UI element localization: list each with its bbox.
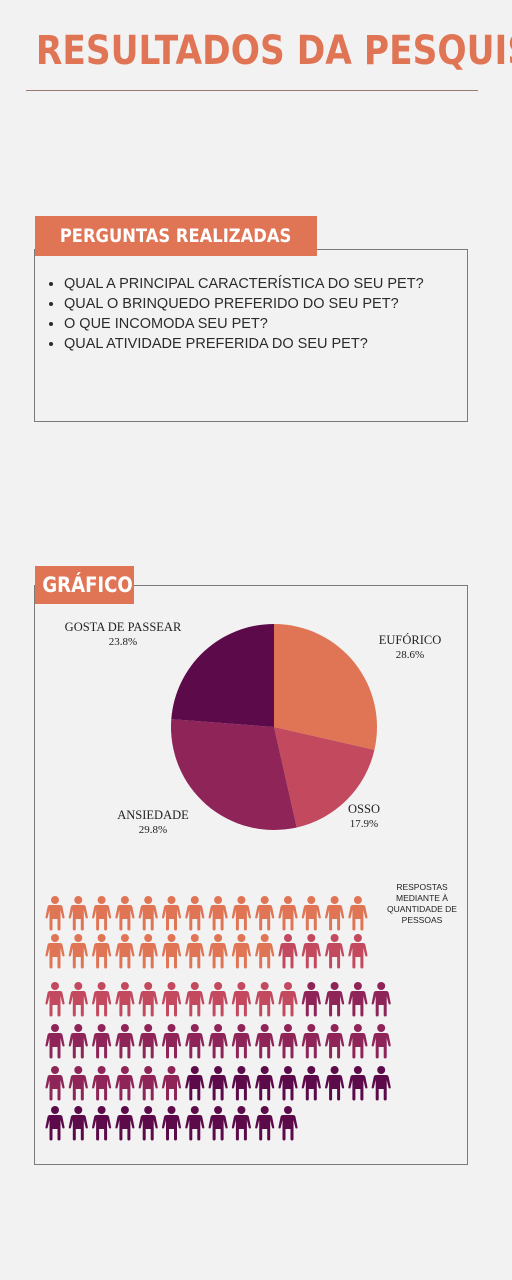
pie-slice-osso [274, 727, 375, 828]
pie-slice-ansiedade [170, 719, 297, 830]
pie-label-name: OSSO [348, 802, 380, 816]
pie-label-name: GOSTA DE PASSEAR [64, 620, 182, 634]
pie-label-ansiedade: ANSIEDADE 29.8% [98, 808, 208, 838]
pie-label-value: 28.6% [395, 649, 425, 661]
pie-label-value: 17.9% [349, 818, 379, 830]
pie-label-name: EUFÓRICO [378, 633, 442, 647]
graph-header-label: GRÁFICO [42, 573, 133, 597]
pie-label-euforico: EUFÓRICO 28.6% [355, 633, 465, 663]
question-item: QUAL A PRINCIPAL CARACTERÍSTICA DO SEU P… [64, 274, 424, 294]
pictogram-note: RESPOSTAS MEDIANTE À QUANTIDADE DE PESSO… [387, 882, 457, 925]
graph-header: GRÁFICO [35, 566, 134, 604]
pie-label-value: 29.8% [138, 824, 168, 836]
pie-label-value: 23.8% [108, 636, 138, 648]
questions-header-label: PERGUNTAS REALIZADAS [60, 225, 292, 247]
title-divider [26, 90, 478, 91]
pie-slice-gosta-de-passear [171, 624, 274, 727]
question-item: QUAL O BRINQUEDO PREFERIDO DO SEU PET? [64, 294, 424, 314]
page-title: RESULTADOS DA PESQUISA [35, 28, 512, 74]
pie-label-osso: OSSO 17.9% [326, 802, 402, 832]
questions-list: QUAL A PRINCIPAL CARACTERÍSTICA DO SEU P… [48, 274, 424, 354]
question-item: O QUE INCOMODA SEU PET? [64, 314, 424, 334]
graph-panel [34, 585, 468, 1165]
pie-label-gosta-de-passear: GOSTA DE PASSEAR 23.8% [52, 620, 194, 650]
pie-label-name: ANSIEDADE [117, 808, 189, 822]
question-item: QUAL ATIVIDADE PREFERIDA DO SEU PET? [64, 334, 424, 354]
questions-header: PERGUNTAS REALIZADAS [35, 216, 317, 256]
pie-slice-euf-rico [274, 624, 378, 750]
